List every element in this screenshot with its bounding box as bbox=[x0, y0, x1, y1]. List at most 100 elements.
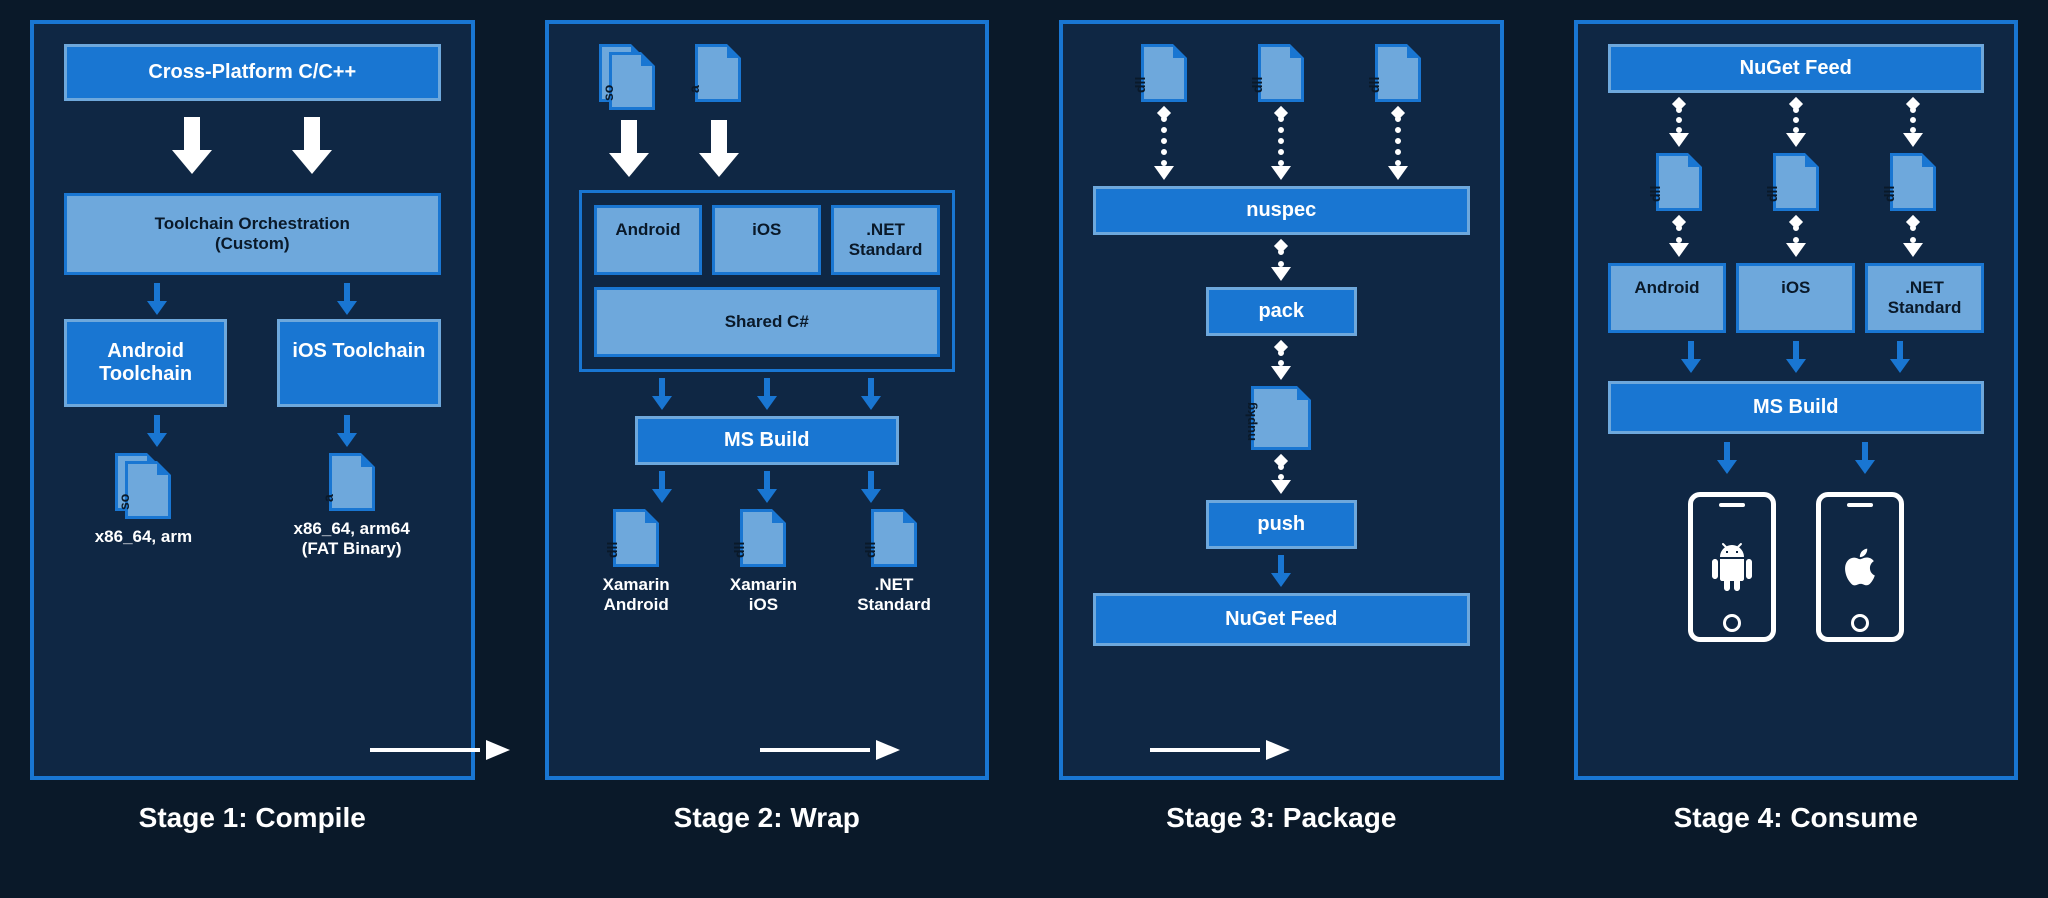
dotted-arrow-icon bbox=[1669, 217, 1689, 257]
dotted-arrow-icon bbox=[1786, 99, 1806, 147]
file-ext-label: so bbox=[116, 494, 132, 510]
stage-transition-arrow-icon bbox=[370, 740, 510, 760]
stage-1-compile: Cross-Platform C/C++ Toolchain Orchestra… bbox=[30, 20, 475, 780]
dll-file-icon: dll bbox=[1258, 44, 1304, 102]
arrow-down-icon bbox=[699, 120, 739, 180]
arrow-down-icon bbox=[147, 415, 167, 447]
file-ext-label: dll bbox=[604, 542, 620, 558]
dll-file-icon: dll bbox=[740, 509, 786, 567]
apple-logo-icon bbox=[1838, 541, 1882, 593]
file-ext-label: dll bbox=[1881, 186, 1897, 202]
dotted-arrow-icon bbox=[1271, 241, 1291, 281]
stage-transition-arrow-icon bbox=[1150, 740, 1290, 760]
msbuild-box: MS Build bbox=[1608, 381, 1985, 434]
file-ext-label: a bbox=[686, 85, 702, 93]
stage-4-consume: NuGet Feed dll dll dll Android iOS .NET … bbox=[1574, 20, 2019, 780]
pack-box: pack bbox=[1206, 287, 1357, 336]
android-project-box: Android bbox=[594, 205, 703, 275]
file-ext-label: dll bbox=[862, 542, 878, 558]
a-file-icon: a bbox=[329, 453, 375, 511]
ios-target-box: iOS bbox=[1736, 263, 1855, 333]
xamarin-ios-caption: Xamarin iOS bbox=[730, 575, 797, 615]
dotted-arrow-icon bbox=[1903, 217, 1923, 257]
dll-file-icon: dll bbox=[871, 509, 917, 567]
so-file-stack-icon: so bbox=[599, 44, 655, 110]
file-ext-label: so bbox=[600, 85, 616, 101]
stage-transition-arrow-icon bbox=[760, 740, 900, 760]
pipeline-canvas: Cross-Platform C/C++ Toolchain Orchestra… bbox=[30, 20, 2018, 878]
arrow-down-icon bbox=[1681, 341, 1701, 373]
arrow-down-icon bbox=[292, 117, 332, 177]
stage-2-wrap: so a Android iOS .NET Standard Shared C#… bbox=[545, 20, 990, 780]
msbuild-box: MS Build bbox=[635, 416, 899, 465]
nupkg-file-icon: nupkg bbox=[1251, 386, 1311, 450]
stage-2-label: Stage 2: Wrap bbox=[549, 802, 986, 834]
file-ext-label: a bbox=[320, 494, 336, 502]
dotted-arrow-icon bbox=[1786, 217, 1806, 257]
android-toolchain-box: Android Toolchain bbox=[64, 319, 227, 407]
dll-file-icon: dll bbox=[1890, 153, 1936, 211]
arrow-down-icon bbox=[652, 378, 672, 410]
shared-csharp-box: Shared C# bbox=[594, 287, 941, 357]
dotted-arrow-icon bbox=[1271, 456, 1291, 494]
netstandard-caption: .NET Standard bbox=[857, 575, 931, 615]
netstandard-target-box: .NET Standard bbox=[1865, 263, 1984, 333]
nuspec-box: nuspec bbox=[1093, 186, 1470, 235]
stage-1-label: Stage 1: Compile bbox=[34, 802, 471, 834]
dotted-arrow-icon bbox=[1271, 342, 1291, 380]
dotted-arrow-icon bbox=[1903, 99, 1923, 147]
dotted-arrow-icon bbox=[1271, 108, 1291, 180]
arrow-down-icon bbox=[861, 378, 881, 410]
arrow-down-icon bbox=[1786, 341, 1806, 373]
dll-file-icon: dll bbox=[613, 509, 659, 567]
nuget-feed-box: NuGet Feed bbox=[1093, 593, 1470, 646]
file-ext-label: dll bbox=[731, 542, 747, 558]
dotted-arrow-icon bbox=[1388, 108, 1408, 180]
arrow-down-icon bbox=[1890, 341, 1910, 373]
xamarin-android-caption: Xamarin Android bbox=[603, 575, 670, 615]
cross-platform-header: Cross-Platform C/C++ bbox=[64, 44, 441, 101]
arrow-down-icon bbox=[861, 471, 881, 503]
arrow-down-icon bbox=[1717, 442, 1737, 474]
file-ext-label: dll bbox=[1764, 186, 1780, 202]
dll-file-icon: dll bbox=[1375, 44, 1421, 102]
arrow-down-icon bbox=[1855, 442, 1875, 474]
dotted-arrow-icon bbox=[1669, 99, 1689, 147]
ios-output-caption: x86_64, arm64 (FAT Binary) bbox=[294, 519, 410, 559]
dll-file-icon: dll bbox=[1656, 153, 1702, 211]
stage-3-label: Stage 3: Package bbox=[1063, 802, 1500, 834]
arrow-down-icon bbox=[337, 415, 357, 447]
arrow-down-icon bbox=[757, 378, 777, 410]
arrow-down-icon bbox=[609, 120, 649, 180]
arrow-down-icon bbox=[147, 283, 167, 315]
a-file-icon: a bbox=[695, 44, 741, 102]
file-ext-label: nupkg bbox=[1243, 402, 1258, 441]
android-phone-icon bbox=[1688, 492, 1776, 642]
android-logo-icon bbox=[1708, 543, 1756, 591]
arrow-down-icon bbox=[757, 471, 777, 503]
arrow-down-icon bbox=[337, 283, 357, 315]
file-ext-label: dll bbox=[1647, 186, 1663, 202]
netstandard-project-box: .NET Standard bbox=[831, 205, 940, 275]
file-ext-label: dll bbox=[1366, 77, 1382, 93]
arrow-down-icon bbox=[652, 471, 672, 503]
nuget-feed-box: NuGet Feed bbox=[1608, 44, 1985, 93]
ios-phone-icon bbox=[1816, 492, 1904, 642]
stage-4-label: Stage 4: Consume bbox=[1578, 802, 2015, 834]
file-ext-label: dll bbox=[1249, 77, 1265, 93]
so-file-stack-icon: so bbox=[115, 453, 171, 519]
push-box: push bbox=[1206, 500, 1357, 549]
android-target-box: Android bbox=[1608, 263, 1727, 333]
toolchain-orchestration-box: Toolchain Orchestration (Custom) bbox=[64, 193, 441, 275]
arrow-down-icon bbox=[1271, 555, 1291, 587]
file-ext-label: dll bbox=[1132, 77, 1148, 93]
dll-file-icon: dll bbox=[1773, 153, 1819, 211]
arrow-down-icon bbox=[172, 117, 212, 177]
wrap-projects-frame: Android iOS .NET Standard Shared C# bbox=[579, 190, 956, 372]
dll-file-icon: dll bbox=[1141, 44, 1187, 102]
dotted-arrow-icon bbox=[1154, 108, 1174, 180]
android-output-caption: x86_64, arm bbox=[95, 527, 192, 547]
ios-project-box: iOS bbox=[712, 205, 821, 275]
stage-3-package: dll dll dll nuspec pack nupkg push NuGet… bbox=[1059, 20, 1504, 780]
ios-toolchain-box: iOS Toolchain bbox=[277, 319, 440, 407]
